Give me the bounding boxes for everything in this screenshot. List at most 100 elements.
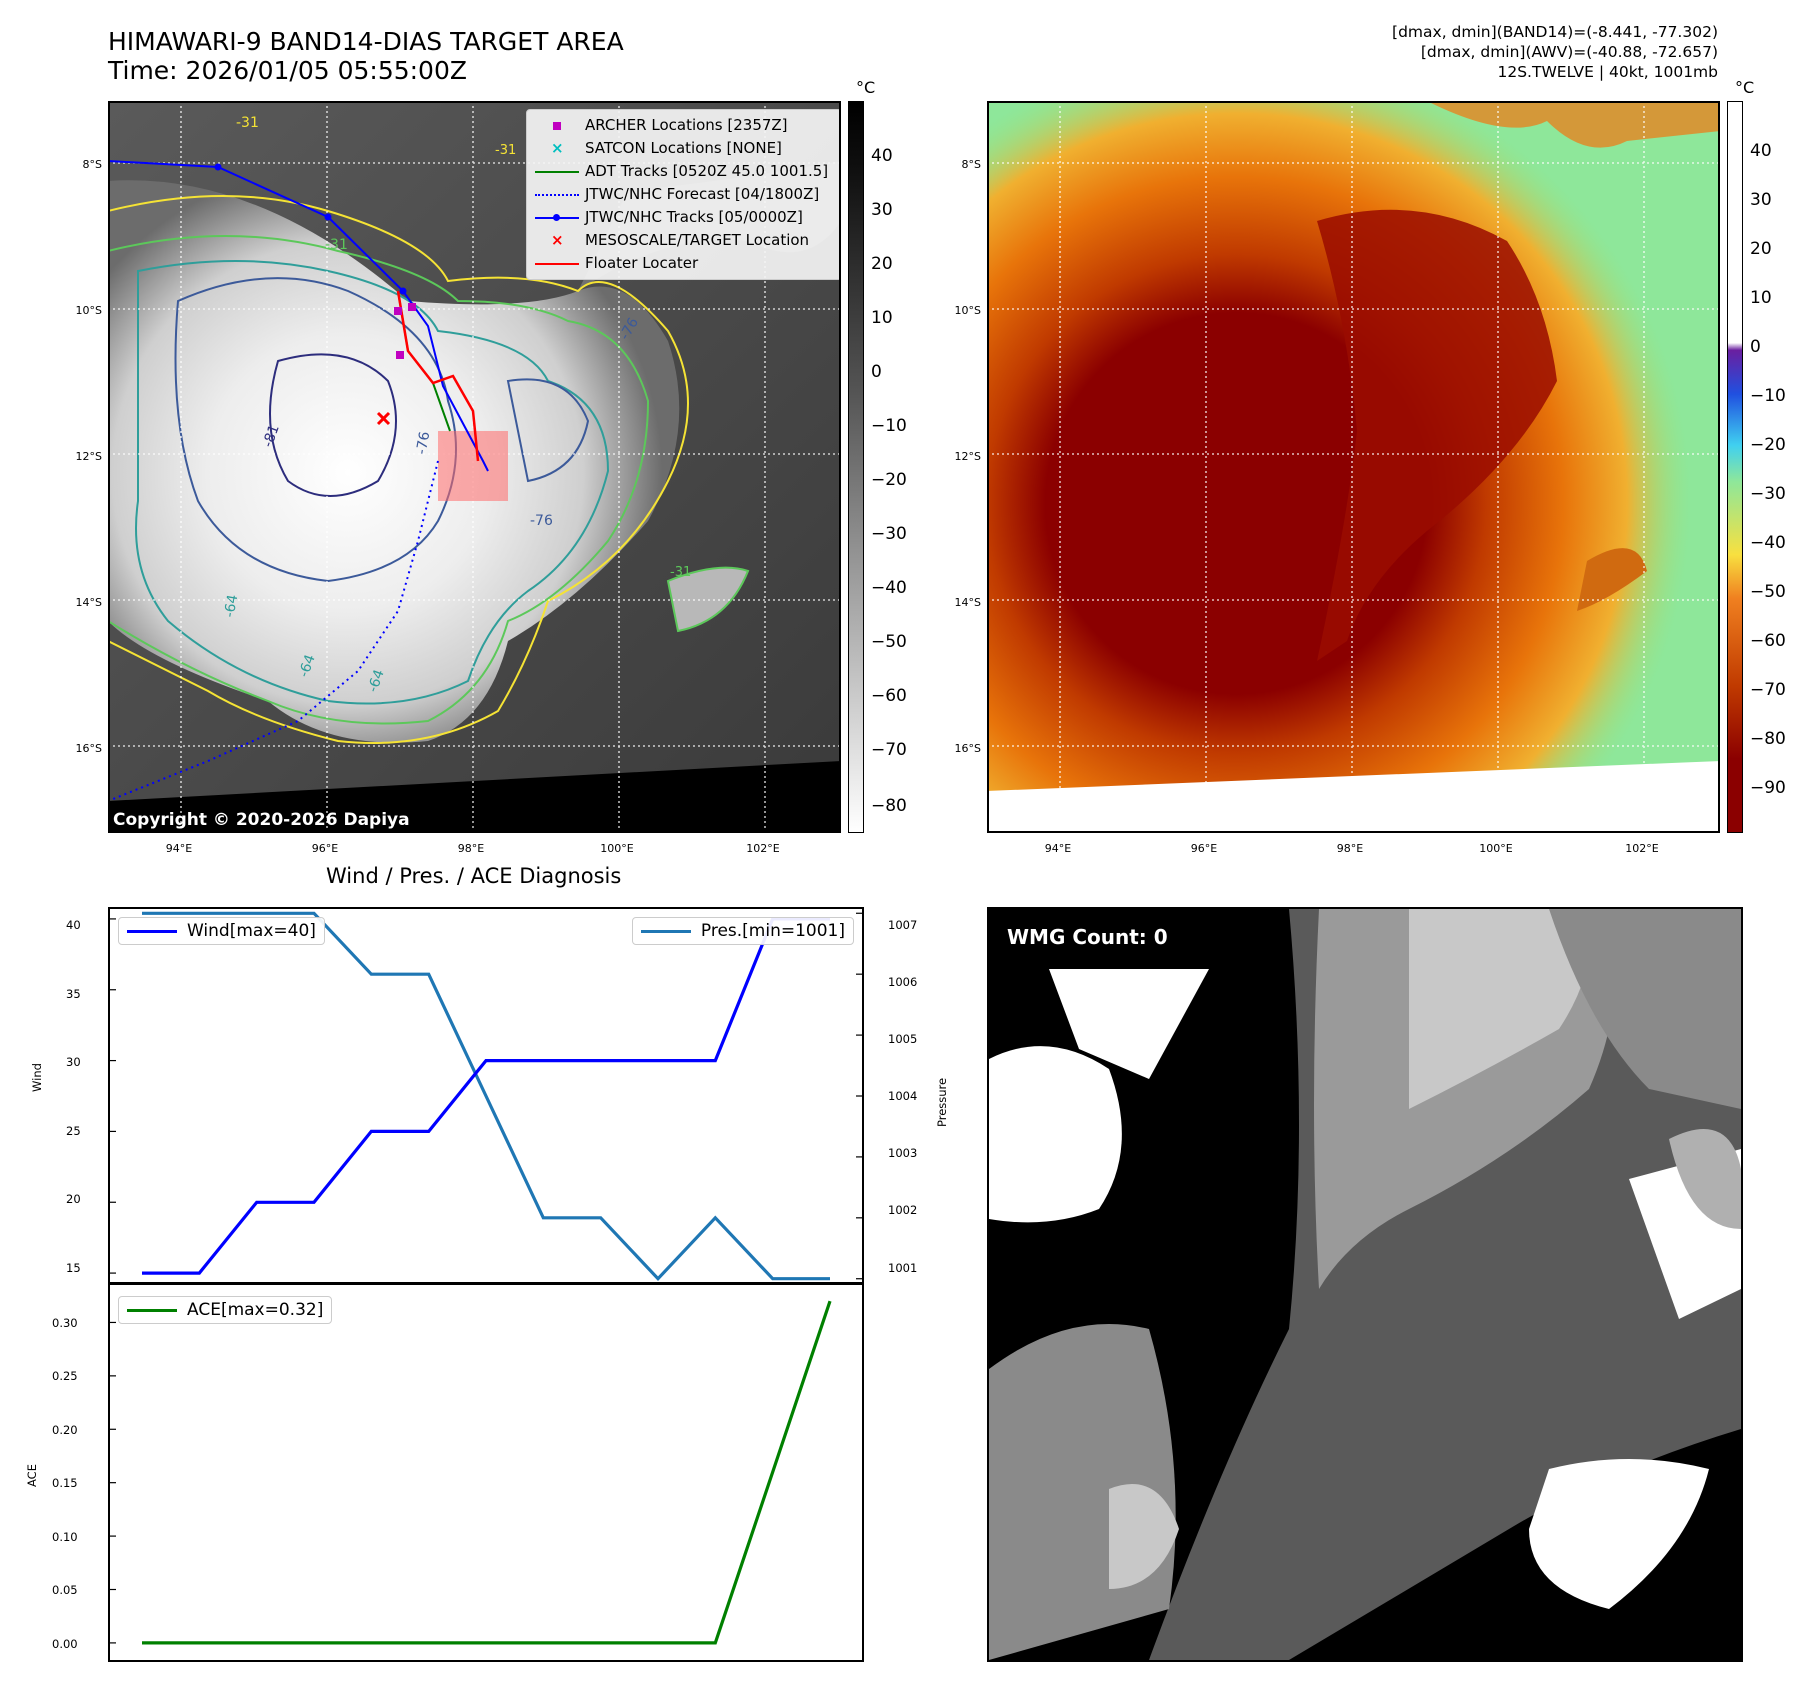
diagnosis-title: Wind / Pres. / ACE Diagnosis <box>326 864 622 888</box>
wind-legend: Wind[max=40] <box>118 917 325 945</box>
lon-label: 94°E <box>1044 842 1072 855</box>
info-storm: 12S.TWELVE | 40kt, 1001mb <box>1497 63 1719 81</box>
colorbar-tick: 30 <box>871 200 893 220</box>
wmg-image <box>989 909 1741 1660</box>
lat-label: 12°S <box>954 450 981 463</box>
ace-tick: 0.15 <box>52 1476 78 1490</box>
colorbar-tick: 20 <box>1750 239 1772 259</box>
colorbar-tick: −50 <box>871 632 907 652</box>
colorbar-tick: −10 <box>871 416 907 436</box>
colorbar-tick: −30 <box>1750 484 1786 504</box>
lat-label: 8°S <box>82 158 102 171</box>
ace-tick: 0.05 <box>52 1583 78 1597</box>
colorbar-tick: 0 <box>871 362 882 382</box>
lat-label: 16°S <box>75 742 102 755</box>
colorbar-grayscale <box>848 101 864 833</box>
lat-label: 10°S <box>75 304 102 317</box>
colorbar-tick: −10 <box>1750 386 1786 406</box>
contour-label: -31 <box>670 565 692 580</box>
ace-chart: ACE[max=0.32] <box>108 1282 864 1662</box>
lon-label: 98°E <box>1336 842 1364 855</box>
colorbar-tick: −90 <box>1750 778 1786 798</box>
pressure-tick: 1001 <box>888 1261 918 1275</box>
ir-satellite-panel: -31 -31 -64 -64 -81 -76 -76 -76 -31 -31 … <box>108 101 841 833</box>
contour-label: -31 <box>236 115 259 131</box>
colorbar-tick: 10 <box>871 308 893 328</box>
pressure-tick: 1002 <box>888 1203 918 1217</box>
colorbar-tick: 40 <box>871 146 893 166</box>
lat-label: 14°S <box>954 596 981 609</box>
colorbar-tick: 0 <box>1750 337 1761 357</box>
wind-tick: 15 <box>66 1261 81 1275</box>
lon-label: 102°E <box>746 842 780 855</box>
wmg-panel: WMG Count: 0 <box>987 907 1743 1662</box>
ace-axis-label: ACE <box>25 1464 39 1487</box>
pressure-tick: 1003 <box>888 1146 918 1160</box>
pressure-legend: Pres.[min=1001] <box>631 917 854 945</box>
pressure-line <box>142 911 830 1282</box>
ace-tick: 0.00 <box>52 1637 78 1651</box>
lat-label: 16°S <box>954 742 981 755</box>
ace-tick: 0.20 <box>52 1423 78 1437</box>
wind-tick: 25 <box>66 1124 81 1138</box>
colorbar-tick: −70 <box>1750 680 1786 700</box>
wmg-count: WMG Count: 0 <box>1007 925 1168 949</box>
pressure-axis-label: Pressure <box>935 1077 949 1127</box>
map-legend: ARCHER Locations [2357Z] × SATCON Locati… <box>526 109 839 280</box>
legend-item-tracks: JTWC/NHC Tracks [05/0000Z] <box>535 206 833 229</box>
ace-tick: 0.25 <box>52 1369 78 1383</box>
lon-label: 94°E <box>165 842 193 855</box>
pressure-tick: 1006 <box>888 975 918 989</box>
pressure-tick: 1004 <box>888 1089 918 1103</box>
colorbar-tick: −60 <box>871 686 907 706</box>
colorbar-tick: −20 <box>871 470 907 490</box>
ace-tick: 0.10 <box>52 1530 78 1544</box>
lat-label: 14°S <box>75 596 102 609</box>
copyright-text: Copyright © 2020-2026 Dapiya <box>113 810 410 830</box>
figure-time: Time: 2026/01/05 05:55:00Z <box>108 56 467 85</box>
legend-item-satcon: × SATCON Locations [NONE] <box>551 138 782 158</box>
lon-label: 100°E <box>1479 842 1513 855</box>
colorbar-awv <box>1727 101 1743 833</box>
colorbar-tick: 10 <box>1750 288 1772 308</box>
colorbar-tick: 30 <box>1750 190 1772 210</box>
colorbar-tick: −80 <box>1750 729 1786 749</box>
wind-axis-label: Wind <box>30 1063 44 1092</box>
lat-label: 12°S <box>75 450 102 463</box>
info-awv: [dmax, dmin](AWV)=(-40.88, -72.657) <box>1420 43 1718 61</box>
lat-label: 8°S <box>961 158 981 171</box>
wind-pressure-plot <box>110 911 862 1282</box>
colorbar-tick: −70 <box>871 740 907 760</box>
wind-tick: 40 <box>66 918 81 932</box>
info-band14: [dmax, dmin](BAND14)=(-8.441, -77.302) <box>1392 23 1718 41</box>
contour-label: -31 <box>325 237 348 253</box>
lon-label: 96°E <box>311 842 339 855</box>
ace-tick: 0.30 <box>52 1316 78 1330</box>
ace-plot <box>110 1300 832 1645</box>
lon-label: 98°E <box>457 842 485 855</box>
legend-item-target: × MESOSCALE/TARGET Location <box>551 230 810 250</box>
wind-pressure-chart: Wind[max=40] Pres.[min=1001] <box>108 907 864 1285</box>
pressure-tick: 1005 <box>888 1032 918 1046</box>
colorbar-tick: −30 <box>871 524 907 544</box>
awv-image <box>989 103 1718 831</box>
lat-label: 10°S <box>954 304 981 317</box>
wind-tick: 30 <box>66 1055 81 1069</box>
legend-item-floater: Floater Locater <box>535 252 833 275</box>
colorbar-tick: −40 <box>871 578 907 598</box>
ace-line <box>142 1300 832 1645</box>
colorbar-unit: °C <box>1735 78 1755 97</box>
lon-label: 102°E <box>1625 842 1659 855</box>
figure-title: HIMAWARI-9 BAND14-DIAS TARGET AREA <box>108 27 624 56</box>
awv-panel <box>987 101 1720 833</box>
lon-label: 100°E <box>600 842 634 855</box>
wind-tick: 35 <box>66 987 81 1001</box>
legend-item-adt: ADT Tracks [0520Z 45.0 1001.5] <box>535 160 833 183</box>
lon-label: 96°E <box>1190 842 1218 855</box>
contour-label: -76 <box>530 513 553 529</box>
colorbar-tick: −50 <box>1750 582 1786 602</box>
colorbar-tick: 20 <box>871 254 893 274</box>
colorbar-tick: −80 <box>871 796 907 816</box>
ace-legend: ACE[max=0.32] <box>118 1296 333 1324</box>
contour-label: -31 <box>495 143 517 158</box>
